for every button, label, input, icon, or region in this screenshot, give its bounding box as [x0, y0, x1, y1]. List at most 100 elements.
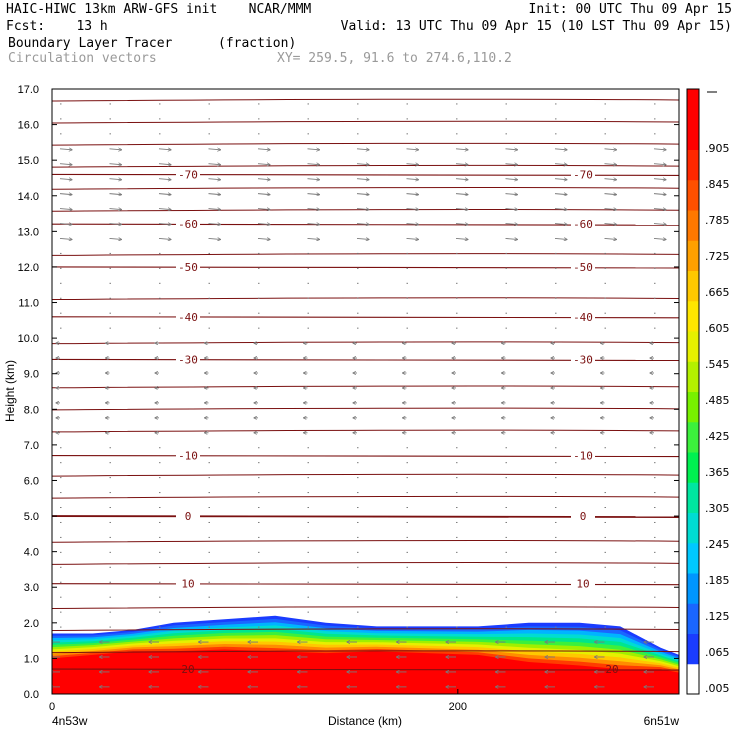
wind-vector	[257, 209, 270, 210]
isotherm-line	[52, 385, 679, 389]
wind-vector	[554, 149, 567, 150]
isotherm-label: 20	[181, 663, 194, 676]
isotherm-label: -10	[178, 450, 198, 463]
wind-vector	[208, 179, 221, 180]
wind-vector	[604, 194, 617, 195]
init-time: Init: 00 UTC Thu 09 Apr 15	[528, 2, 733, 17]
wind-vector	[455, 209, 468, 210]
colorbar-swatch	[687, 542, 699, 574]
wind-vector	[158, 179, 171, 180]
wind-vector	[455, 224, 468, 225]
isotherm-label: -30	[573, 353, 593, 366]
isotherm-label: 10	[181, 578, 194, 591]
wind-vector	[604, 224, 617, 225]
x-endpoint-right: 6n51w	[644, 714, 680, 728]
isotherm-label-bg	[176, 353, 200, 366]
wind-vector	[307, 164, 320, 165]
isotherm-label: -60	[573, 218, 593, 231]
wind-vector	[554, 224, 567, 225]
isotherm-line	[52, 142, 679, 146]
y-tick-label: 3.0	[24, 582, 39, 594]
wind-vector	[653, 209, 666, 210]
isotherm-line	[52, 606, 679, 609]
tracer-fill-layer	[52, 615, 679, 694]
wind-vector	[653, 179, 666, 180]
isotherm-line	[52, 473, 679, 477]
isotherm-line	[52, 561, 679, 565]
isotherm-label: -70	[178, 168, 198, 181]
wind-vector	[406, 194, 419, 195]
x-tick-label: 200	[449, 701, 467, 713]
wind-vector	[59, 209, 72, 210]
wind-vector	[59, 224, 72, 225]
colorbar-swatch	[687, 633, 699, 665]
isotherm-line	[52, 539, 679, 543]
wind-vector	[59, 238, 72, 239]
wind-vector	[307, 149, 320, 150]
isotherm-line	[52, 297, 679, 301]
wind-vector	[604, 164, 617, 165]
isotherm-line	[52, 495, 679, 499]
isotherm-label: -50	[573, 261, 593, 274]
colorbar-swatch	[687, 300, 699, 332]
isotherm-label-bg	[571, 260, 595, 273]
colorbar-swatch	[687, 452, 699, 483]
wind-vector	[406, 209, 419, 210]
isotherm-label-bg	[571, 449, 595, 462]
isotherm-label: 0	[580, 510, 587, 523]
wind-vector	[307, 179, 320, 180]
wind-vector	[158, 209, 171, 210]
x-tick-label: 0	[49, 701, 55, 713]
colorbar-swatch	[687, 482, 699, 513]
forecast-hour: Fcst: 13 h	[6, 19, 108, 34]
vector-layer	[52, 103, 666, 687]
y-tick-label: 11.0	[18, 298, 39, 310]
y-tick-label: 0.0	[24, 689, 39, 701]
isotherm-label-bg	[176, 310, 200, 323]
wind-vector	[356, 164, 369, 165]
wind-vector	[505, 238, 518, 239]
tracer-band	[52, 649, 679, 694]
isotherm-label-bg	[176, 510, 200, 523]
wind-vector	[455, 194, 468, 195]
isotherm-line	[52, 253, 679, 256]
isotherm-label: -10	[573, 450, 593, 463]
wind-vector	[653, 238, 666, 239]
colorbar-swatch	[687, 149, 699, 181]
wind-vector	[554, 194, 567, 195]
wind-vector	[554, 209, 567, 210]
isotherm-label-bg	[571, 218, 595, 231]
colorbar-swatch	[687, 603, 699, 634]
colorbar-label: .125	[705, 610, 730, 623]
isotherm-label-bg	[176, 260, 200, 273]
colorbar-label: .725	[705, 250, 730, 263]
field-units: (fraction)	[218, 36, 297, 51]
y-axis-label: Height (km)	[3, 360, 17, 422]
wind-vector	[356, 194, 369, 195]
isotherm-label: 0	[185, 510, 192, 523]
isotherm-label: -40	[178, 311, 198, 324]
wind-vector	[554, 179, 567, 180]
wind-vector	[653, 224, 666, 225]
wind-vector	[257, 179, 270, 180]
wind-vector	[455, 238, 468, 239]
wind-vector	[554, 164, 567, 165]
wind-vector	[307, 209, 320, 210]
wind-vector	[208, 194, 221, 195]
wind-vector	[257, 164, 270, 165]
wind-vector	[307, 238, 320, 239]
axes-layer: 0.0 1.0 2.0 3.0 4.0 5.0 6.0 7.0 8.0 9.0 10.0 11.0 12…	[3, 84, 679, 728]
isotherm-line	[52, 186, 679, 190]
colorbar-swatch	[687, 573, 699, 604]
wind-vector	[208, 238, 221, 239]
wind-vector	[59, 179, 72, 180]
isotherm-line	[52, 628, 679, 632]
wind-vector	[356, 149, 369, 150]
y-tick-label: 4.0	[24, 547, 39, 559]
isotherm-label: -40	[573, 311, 593, 324]
wind-vector	[257, 238, 270, 239]
colorbar-swatch	[687, 421, 699, 453]
colorbar-swatch	[687, 663, 699, 695]
wind-vector	[109, 209, 122, 210]
colorbar-swatch	[687, 119, 699, 150]
